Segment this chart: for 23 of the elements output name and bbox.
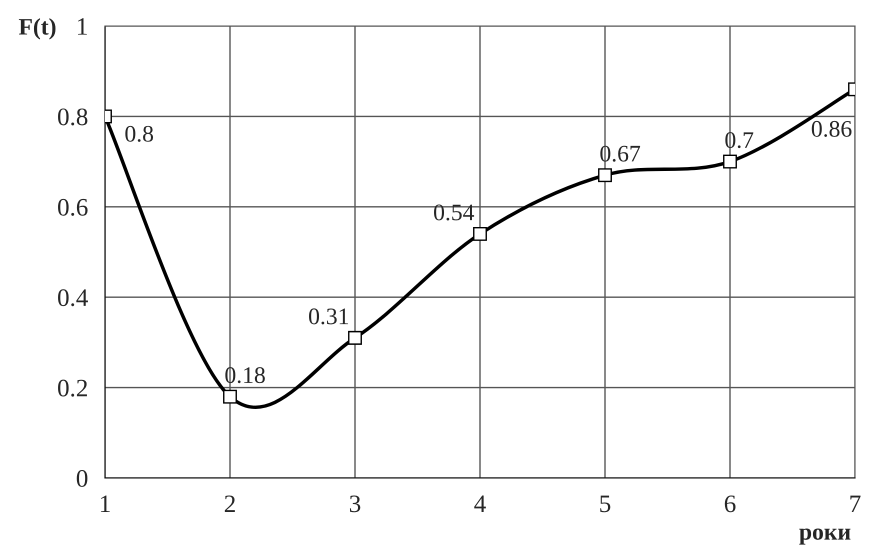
y-tick-label: 1 xyxy=(78,18,87,35)
x-tick-label: 4 xyxy=(474,496,486,512)
x-tick-label: 1 xyxy=(100,496,110,512)
y-tick-label: 0.2 xyxy=(58,380,87,397)
y-tick-label: 0.6 xyxy=(58,198,88,216)
x-tick-label: 3 xyxy=(350,495,360,512)
y-axis-title: F(t) xyxy=(18,18,56,40)
data-label: 0.86 xyxy=(812,120,852,137)
data-label: 0.54 xyxy=(434,204,474,220)
x-tick-label: 6 xyxy=(724,495,736,512)
point xyxy=(473,226,487,241)
x-tick-label: 7 xyxy=(850,496,861,512)
y-tick-label: 0.8 xyxy=(58,108,88,126)
point xyxy=(598,168,612,182)
y-tick-label: 0 xyxy=(76,470,88,487)
data-label: 0.31 xyxy=(309,308,348,324)
x-tick-label: 2 xyxy=(224,495,235,512)
data-label: 0.8 xyxy=(125,126,154,142)
x-tick-label: 5 xyxy=(600,496,610,512)
x-axis-title: роки xyxy=(799,528,850,545)
point xyxy=(723,154,737,169)
point xyxy=(348,330,362,345)
y-tick-label: 0.4 xyxy=(58,289,88,306)
